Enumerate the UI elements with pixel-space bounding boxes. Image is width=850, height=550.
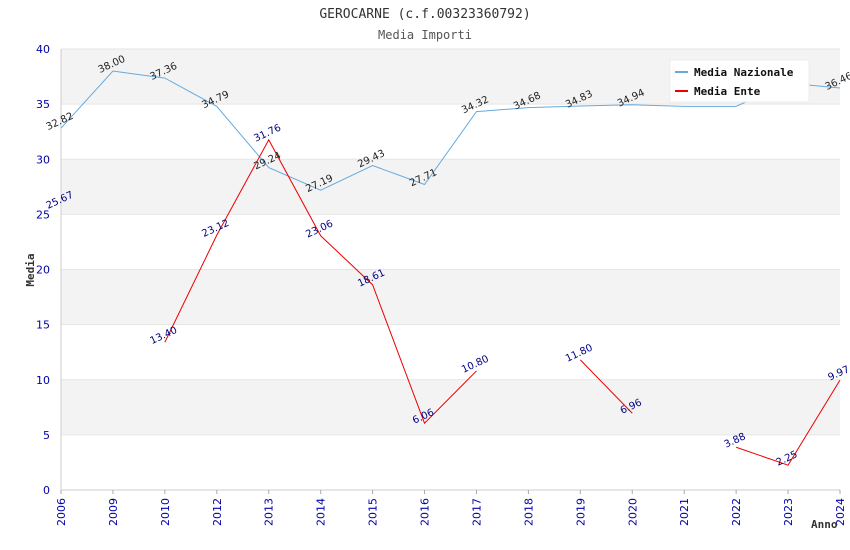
- x-tick-label: 2010: [159, 498, 172, 526]
- x-tick-label: 2016: [419, 498, 432, 526]
- series-lines: [60, 70, 841, 466]
- series-line-0: [60, 70, 841, 191]
- grid-band: [61, 214, 840, 270]
- y-tick-label: 25: [36, 208, 50, 221]
- y-tick-label: 10: [36, 374, 50, 387]
- y-tick-label: 40: [36, 43, 50, 56]
- plot-bands: [61, 48, 840, 491]
- legend: Media Nazionale Media Ente: [669, 59, 810, 103]
- y-tick-label: 30: [36, 153, 50, 166]
- grid-band: [61, 104, 840, 160]
- x-axis: 2006 2009 2010 2012 2013 2014 2015 2016 2017 2018…: [55, 489, 847, 526]
- x-tick-label: 2022: [730, 498, 743, 526]
- legend-label: Media Nazionale: [694, 66, 794, 79]
- y-tick-label: 20: [36, 264, 50, 277]
- x-tick-label: 2015: [367, 498, 380, 526]
- y-axis: 0 5 10 15 20 25 30 35 40: [36, 43, 62, 497]
- series-line-1: [164, 138, 477, 425]
- chart-subtitle: Media Importi: [378, 28, 472, 42]
- y-tick-label: 0: [43, 484, 50, 497]
- x-tick-label: 2006: [55, 498, 68, 526]
- grid-band: [61, 379, 840, 435]
- x-tick-label: 2020: [626, 498, 639, 526]
- x-axis-label: Anno: [811, 518, 838, 531]
- grid-band: [61, 434, 840, 490]
- x-tick-label: 2013: [263, 498, 276, 526]
- x-tick-label: 2009: [107, 498, 120, 526]
- grid-band: [61, 324, 840, 380]
- y-axis-label: Media: [24, 253, 37, 286]
- x-tick-label: 2019: [574, 498, 587, 526]
- x-tick-label: 2014: [315, 498, 328, 526]
- x-tick-label: 2012: [211, 498, 224, 526]
- chart-title: GEROCARNE (c.f.00323360792): [319, 7, 530, 22]
- x-tick-label: 2018: [522, 498, 535, 526]
- legend-label: Media Ente: [694, 85, 761, 98]
- x-tick-label: 2017: [470, 498, 483, 526]
- y-tick-label: 5: [43, 429, 50, 442]
- series-line-1: [579, 359, 633, 414]
- x-tick-label: 2024: [834, 498, 847, 526]
- y-tick-label: 15: [36, 319, 50, 332]
- grid-band: [61, 269, 840, 325]
- legend-box: [669, 59, 810, 103]
- grid-band: [61, 159, 840, 215]
- series-line-1: [735, 379, 841, 466]
- x-tick-label: 2021: [678, 498, 691, 526]
- y-tick-label: 35: [36, 98, 50, 111]
- x-tick-label: 2023: [782, 498, 795, 526]
